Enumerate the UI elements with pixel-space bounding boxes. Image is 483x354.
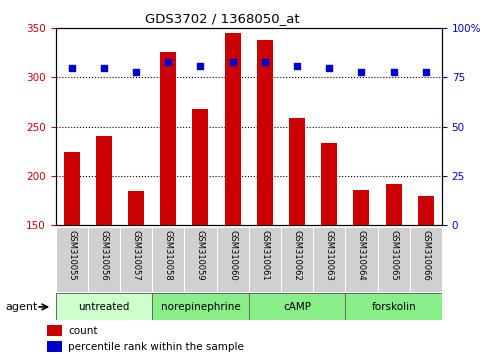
- Bar: [249, 227, 281, 292]
- Text: GSM310060: GSM310060: [228, 230, 237, 281]
- Bar: [47, 341, 62, 353]
- Text: GSM310062: GSM310062: [293, 230, 301, 281]
- Bar: [152, 227, 185, 292]
- Bar: [354, 190, 369, 225]
- Text: GSM310066: GSM310066: [421, 230, 430, 281]
- Bar: [418, 196, 434, 225]
- Bar: [192, 109, 209, 225]
- Bar: [385, 183, 402, 225]
- Text: GSM310064: GSM310064: [357, 230, 366, 281]
- Bar: [88, 227, 120, 292]
- Point: [293, 63, 301, 68]
- Bar: [160, 52, 176, 225]
- Point: [100, 65, 108, 70]
- Text: count: count: [69, 326, 98, 336]
- Bar: [321, 143, 337, 225]
- Text: GSM310055: GSM310055: [67, 230, 76, 280]
- Bar: [64, 152, 80, 225]
- Text: GSM310065: GSM310065: [389, 230, 398, 281]
- Text: agent: agent: [6, 302, 38, 312]
- Bar: [120, 227, 152, 292]
- Point: [132, 69, 140, 74]
- Point: [261, 59, 269, 64]
- Bar: [410, 227, 442, 292]
- Bar: [345, 227, 378, 292]
- Text: GSM310059: GSM310059: [196, 230, 205, 280]
- Point: [197, 63, 204, 68]
- Bar: [313, 227, 345, 292]
- Bar: [216, 227, 249, 292]
- Bar: [249, 293, 345, 320]
- Point: [326, 65, 333, 70]
- Bar: [56, 293, 152, 320]
- Bar: [289, 118, 305, 225]
- Bar: [96, 136, 112, 225]
- Bar: [345, 293, 442, 320]
- Bar: [128, 192, 144, 225]
- Bar: [185, 227, 216, 292]
- Point: [357, 69, 365, 74]
- Bar: [152, 293, 249, 320]
- Text: percentile rank within the sample: percentile rank within the sample: [69, 342, 244, 352]
- Text: GSM310057: GSM310057: [131, 230, 141, 281]
- Bar: [378, 227, 410, 292]
- Text: untreated: untreated: [78, 302, 129, 312]
- Bar: [56, 227, 88, 292]
- Bar: [47, 325, 62, 336]
- Point: [390, 69, 398, 74]
- Bar: [225, 33, 241, 225]
- Text: cAMP: cAMP: [283, 302, 311, 312]
- Text: forskolin: forskolin: [371, 302, 416, 312]
- Point: [164, 59, 172, 64]
- Text: norepinephrine: norepinephrine: [160, 302, 241, 312]
- Bar: [281, 227, 313, 292]
- Point: [229, 59, 237, 64]
- Text: GSM310063: GSM310063: [325, 230, 334, 281]
- Point: [68, 65, 75, 70]
- Text: GSM310061: GSM310061: [260, 230, 270, 281]
- Text: GSM310058: GSM310058: [164, 230, 173, 281]
- Text: GSM310056: GSM310056: [99, 230, 108, 281]
- Text: GDS3702 / 1368050_at: GDS3702 / 1368050_at: [145, 12, 299, 25]
- Bar: [257, 40, 273, 225]
- Point: [422, 69, 430, 74]
